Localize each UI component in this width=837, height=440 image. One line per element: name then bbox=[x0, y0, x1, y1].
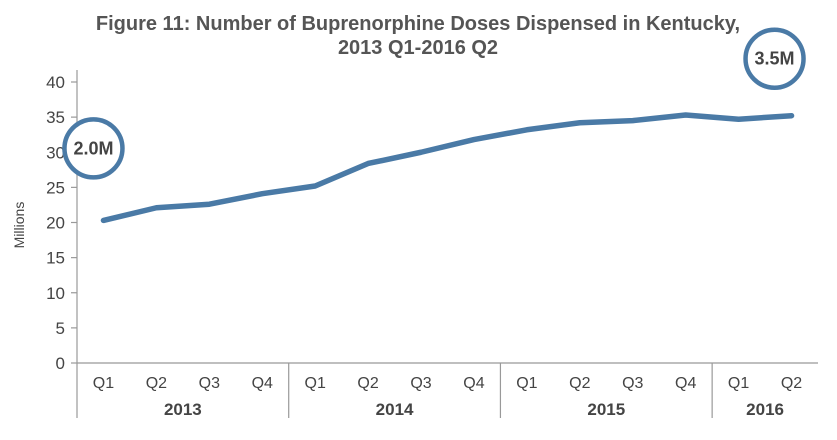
callout-circle bbox=[743, 27, 806, 90]
y-tick-label: 0 bbox=[56, 354, 65, 373]
year-label: 2014 bbox=[376, 400, 414, 419]
x-tick-label: Q1 bbox=[516, 375, 537, 392]
x-tick-label: Q2 bbox=[357, 375, 378, 392]
axes bbox=[76, 70, 818, 418]
year-label: 2015 bbox=[587, 400, 625, 419]
x-tick-label: Q2 bbox=[146, 375, 167, 392]
x-axis-ticks: Q1 Q2 Q3 Q4 Q1 Q2 Q3 Q4 Q1 Q2 Q3 Q4 Q1 Q2 bbox=[93, 375, 803, 392]
y-tick-label: 25 bbox=[46, 178, 65, 197]
x-tick-label: Q2 bbox=[569, 375, 590, 392]
y-tick-label: 20 bbox=[46, 214, 65, 233]
chart-title-line-1: Figure 11: Number of Buprenorphine Doses… bbox=[96, 13, 740, 35]
callout-circle bbox=[62, 117, 125, 180]
y-tick-label: 30 bbox=[46, 143, 65, 162]
series-lines bbox=[100, 112, 795, 224]
x-tick-label: Q3 bbox=[410, 375, 431, 392]
y-axis-ticks: 0 5 10 15 20 25 30 35 40 bbox=[46, 73, 77, 373]
x-tick-label: Q1 bbox=[728, 375, 749, 392]
callout-label: 3.5M bbox=[755, 49, 795, 69]
callout-label: 2.0M bbox=[73, 138, 113, 158]
year-label: 2016 bbox=[746, 400, 784, 419]
y-tick-label: 10 bbox=[46, 284, 65, 303]
x-tick-label: Q4 bbox=[675, 375, 696, 392]
x-tick-label: Q2 bbox=[781, 375, 802, 392]
y-axis-label: Millions bbox=[11, 202, 27, 249]
y-tick-label: 5 bbox=[56, 319, 65, 338]
chart-title-line-2: 2013 Q1-2016 Q2 bbox=[338, 37, 498, 59]
x-tick-label: Q4 bbox=[252, 375, 273, 392]
y-tick-label: 35 bbox=[46, 108, 65, 127]
x-tick-label: Q4 bbox=[463, 375, 484, 392]
x-tick-label: Q3 bbox=[199, 375, 220, 392]
x-tick-label: Q1 bbox=[93, 375, 114, 392]
callout-annotations: 2.0M 3.5M bbox=[62, 27, 806, 180]
y-tick-label: 40 bbox=[46, 73, 65, 92]
series-line bbox=[100, 112, 795, 224]
y-tick-label: 15 bbox=[46, 249, 65, 268]
x-tick-label: Q3 bbox=[622, 375, 643, 392]
year-group-labels: 2013 2014 2015 2016 bbox=[164, 363, 784, 419]
year-label: 2013 bbox=[164, 400, 202, 419]
x-tick-label: Q1 bbox=[305, 375, 326, 392]
